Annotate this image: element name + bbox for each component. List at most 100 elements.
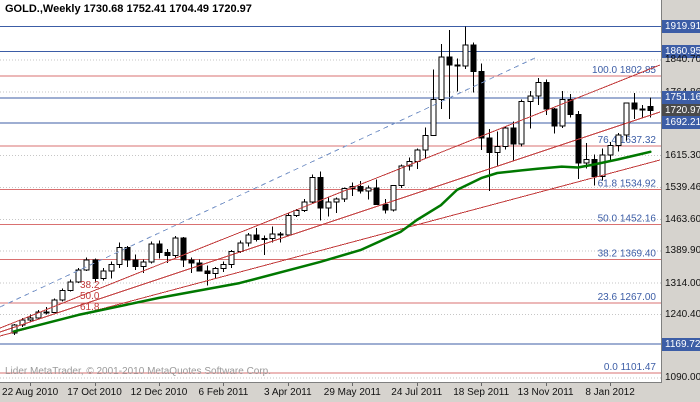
chart-plot-area[interactable]: 100.0 1802.85 76.4 1637.32 61.8 1534.92 50.…: [0, 0, 662, 383]
fibonacci-level-label: 38.2 1369.40: [598, 249, 657, 260]
candle: [277, 231, 284, 243]
candle: [486, 128, 493, 191]
candle: [543, 79, 550, 115]
candle: [631, 92, 638, 119]
trendline-layer: [0, 57, 536, 308]
y-axis-label: 1463.60: [665, 214, 700, 226]
candle: [430, 69, 437, 137]
candle: [67, 279, 74, 292]
candle: [502, 125, 509, 150]
x-axis-label: 29 May 2011: [323, 387, 381, 398]
candle: [11, 323, 18, 335]
candle: [83, 257, 90, 272]
fibonacci-level-label: 76.4 1637.32: [598, 135, 657, 146]
hline-price-label: 1692.21: [662, 116, 700, 130]
candle: [365, 185, 372, 200]
x-axis-label: 12 Dec 2010: [130, 387, 188, 398]
x-axis-label: 8 Jan 2012: [585, 387, 635, 398]
fan-level-label: 61.8: [80, 302, 100, 313]
fibonacci-level-label: 50.0 1452.16: [598, 214, 657, 225]
candle: [92, 258, 99, 283]
candle: [148, 241, 155, 264]
x-axis-label: 13 Nov 2011: [517, 387, 574, 398]
candle: [59, 288, 66, 302]
candle: [567, 93, 574, 118]
moving-average-layer: [12, 150, 652, 333]
candle: [551, 108, 558, 134]
candle: [75, 267, 82, 284]
candle: [647, 97, 654, 118]
candle: [253, 228, 260, 242]
y-axis-label: 1539.46: [665, 182, 700, 194]
x-axis-tick: [416, 383, 418, 386]
candle: [333, 197, 340, 213]
candle: [124, 245, 131, 268]
x-axis-label: 18 Sep 2011: [453, 387, 510, 398]
y-axis-label: 1240.40: [665, 308, 700, 320]
candle: [583, 142, 590, 169]
x-axis-tick: [30, 383, 32, 386]
candle: [591, 154, 598, 186]
price-axis[interactable]: 1919.911860.951840.701764.861751.161720.…: [662, 0, 700, 383]
candle: [462, 26, 469, 69]
time-axis[interactable]: 22 Aug 2010 17 Oct 2010 12 Dec 2010 6 Feb 2…: [0, 383, 700, 402]
fibonacci-level-label: 23.6 1267.00: [598, 292, 657, 303]
candle: [357, 181, 364, 194]
x-axis-tick: [481, 383, 483, 386]
y-axis-label: 1314.00: [665, 277, 700, 289]
candle: [132, 254, 139, 270]
candle: [212, 267, 219, 279]
candle: [518, 99, 525, 147]
copyright-text: Lider MetaTrader, © 2001-2010 MetaQuotes…: [5, 366, 272, 377]
moving-average-line: [12, 150, 652, 333]
candle: [382, 199, 389, 214]
candle: [269, 226, 276, 243]
x-axis-label: 22 Aug 2010: [2, 387, 59, 398]
candle: [454, 58, 461, 92]
horizontal-lines-layer: [0, 25, 661, 345]
candle: [156, 240, 163, 259]
x-axis-tick: [287, 383, 289, 386]
fan-level-label: 50.0: [80, 291, 100, 302]
candle: [108, 261, 115, 279]
price-chart-canvas: 100.0 1802.85 76.4 1637.32 61.8 1534.92 50.…: [0, 25, 661, 379]
candle: [180, 236, 187, 268]
x-axis-tick: [352, 383, 354, 386]
candle: [341, 187, 348, 203]
candle: [317, 171, 324, 221]
current-price-label: 1720.97: [662, 104, 700, 118]
x-axis-label: 24 Jul 2011: [391, 387, 443, 398]
fibonacci-level-label: 0.0 1101.47: [604, 362, 657, 373]
candle: [261, 235, 268, 256]
candle: [349, 182, 356, 196]
y-axis-label: 1090.00: [665, 372, 700, 384]
candle: [575, 111, 582, 179]
x-axis-label: 6 Feb 2011: [198, 387, 249, 398]
hline-price-label: 1169.72: [662, 337, 700, 351]
candle: [607, 142, 614, 160]
candle: [228, 250, 235, 268]
candle: [510, 121, 517, 161]
chart-header-ohlc: GOLD.,Weekly 1730.68 1752.41 1704.49 172…: [5, 3, 252, 15]
candle: [535, 78, 542, 105]
candle: [35, 310, 42, 320]
candle: [309, 174, 316, 204]
hline-price-label: 1919.91: [662, 19, 700, 33]
fibonacci-retracement-layer: 100.0 1802.85 76.4 1637.32 61.8 1534.92 50.…: [0, 65, 661, 374]
candle: [116, 242, 123, 268]
candles-layer: [11, 26, 654, 335]
candle: [623, 102, 630, 141]
candle: [527, 91, 534, 129]
candle: [325, 196, 332, 217]
fibonacci-level-label: 61.8 1534.92: [598, 179, 657, 190]
x-axis-tick: [94, 383, 96, 386]
x-axis-tick: [610, 383, 612, 386]
candle: [470, 42, 477, 93]
candle: [285, 213, 292, 237]
candle: [615, 133, 622, 152]
hline-price-label: 1751.16: [662, 91, 700, 105]
x-axis-label: 3 Apr 2011: [264, 387, 312, 398]
candle: [422, 127, 429, 159]
candle: [446, 30, 453, 119]
candle: [245, 233, 252, 247]
